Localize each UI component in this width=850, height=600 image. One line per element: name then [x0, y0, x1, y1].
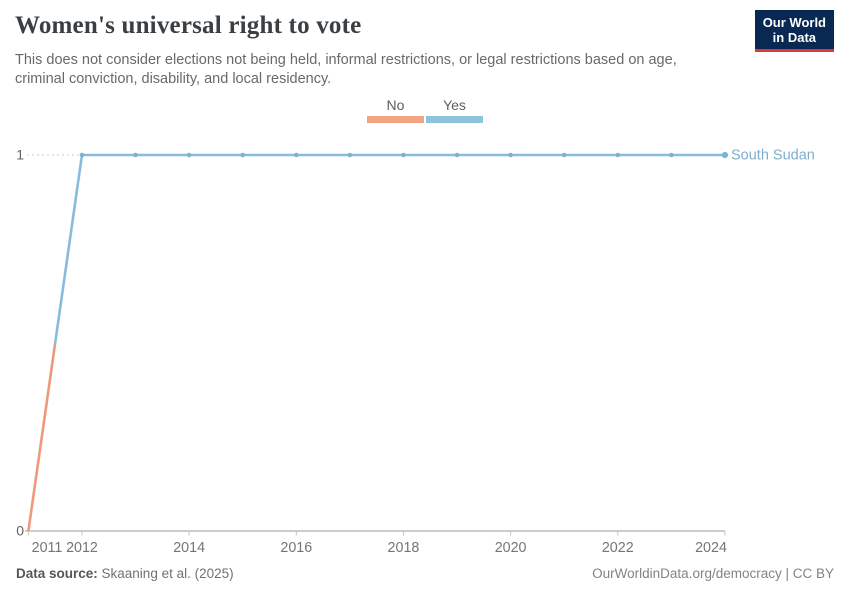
legend-label: No	[386, 97, 405, 113]
data-point-2015[interactable]	[240, 152, 246, 158]
x-tick-label: 2011	[32, 540, 63, 556]
legend-item-no[interactable]: No	[367, 97, 424, 123]
data-source-value: Skaaning et al. (2025)	[97, 566, 234, 581]
owid-logo[interactable]: Our World in Data	[754, 10, 834, 52]
legend-label: Yes	[443, 97, 466, 113]
data-point-2020[interactable]	[508, 152, 513, 158]
data-point-2014[interactable]	[186, 152, 192, 158]
legend: No Yes	[367, 97, 483, 123]
x-tick-label: 2012	[66, 540, 98, 556]
chart-footer: Data source: Skaaning et al. (2025) OurW…	[0, 566, 850, 581]
chart-subtitle: This does not consider elections not bei…	[15, 52, 677, 87]
data-source: Data source: Skaaning et al. (2025)	[16, 566, 234, 581]
data-point-2019[interactable]	[454, 152, 460, 158]
x-tick-label: 2020	[495, 540, 527, 556]
legend-item-yes[interactable]: Yes	[426, 97, 483, 123]
y-tick-label: 0	[16, 523, 24, 539]
data-point-2018[interactable]	[401, 152, 406, 158]
x-tick-label: 2016	[280, 540, 312, 556]
data-line[interactable]	[27, 342, 57, 532]
data-source-label: Data source:	[16, 566, 98, 581]
chart-title: Women's universal right to vote	[15, 12, 362, 39]
data-point-2016[interactable]	[294, 152, 299, 158]
legend-color-bar	[426, 116, 483, 123]
data-point-2017[interactable]	[347, 152, 353, 158]
legend-color-bar	[367, 116, 424, 123]
data-point-2023[interactable]	[669, 152, 674, 158]
data-point-2022[interactable]	[615, 152, 621, 158]
data-point-2021[interactable]	[561, 152, 567, 158]
entity-label[interactable]: South Sudan	[731, 148, 815, 164]
x-tick-label: 2024	[695, 540, 727, 556]
data-point-2024[interactable]	[721, 151, 729, 159]
x-tick-label: 2018	[388, 540, 420, 556]
y-tick-label: 1	[16, 147, 24, 163]
x-tick-label: 2014	[173, 540, 205, 556]
data-point-2013[interactable]	[133, 152, 138, 158]
data-point-2012[interactable]	[79, 152, 85, 158]
x-tick-label: 2022	[602, 540, 634, 556]
footer-link[interactable]: OurWorldinData.org/democracy | CC BY	[592, 566, 834, 581]
data-line[interactable]	[53, 153, 725, 344]
owid-logo-line2: in Data	[772, 30, 817, 45]
owid-logo-line1: Our World	[762, 15, 826, 30]
